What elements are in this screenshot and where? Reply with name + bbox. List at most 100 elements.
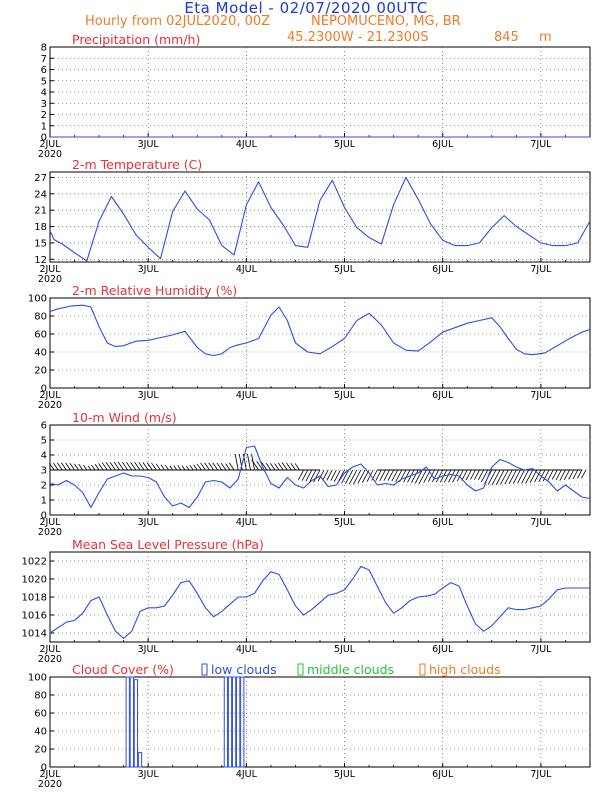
wind-barb: [431, 469, 439, 483]
wind-barb: [345, 469, 354, 484]
wind-barb: [572, 469, 579, 480]
y-tick-label: 1: [41, 121, 47, 132]
x-tick-label: 5JUL: [334, 390, 356, 401]
wind-barb: [403, 469, 411, 483]
wind-barb: [387, 469, 394, 481]
wind-barb: [474, 469, 480, 480]
y-tick-label: 5: [41, 436, 47, 447]
wind-barb: [395, 469, 403, 482]
x-tick-label: 7JUL: [530, 139, 552, 150]
wind-barb: [134, 461, 141, 471]
panel-rh: 0 20 40 60 80 100 2JUL2020 3JUL 4JUL 5JUL 6JUL 7JUL…: [28, 283, 591, 411]
wind-barb: [581, 469, 587, 479]
wind-barb: [234, 453, 239, 471]
wind-barb: [73, 463, 79, 471]
y-tick-label: 15: [34, 238, 47, 249]
x-tick-label: 7JUL: [530, 390, 552, 401]
cloud-bar: [240, 676, 245, 768]
x-tick-label: 3JUL: [138, 769, 160, 780]
wind-barb: [517, 469, 525, 484]
wind-barb: [204, 462, 210, 471]
x-tick-label: 3JUL: [138, 517, 160, 528]
y-tick-label: 2: [41, 110, 47, 121]
wind-barb: [443, 469, 452, 483]
panel-cloud: 0 20 40 60 80 100 2JUL2020 3JUL 4JUL 5JUL 6JUL 7JUL…: [28, 662, 591, 790]
x-tick-label: 4JUL: [236, 264, 258, 275]
wind-barb: [117, 461, 124, 471]
series-line: [49, 445, 591, 509]
wind-barb: [435, 469, 444, 483]
wind-barb: [189, 465, 194, 471]
wind-barb: [290, 463, 296, 471]
y-tick-label: 60: [34, 709, 47, 720]
x-tick-label: 2JUL: [39, 264, 61, 275]
wind-barb: [78, 463, 84, 471]
y-tick-label: 2: [41, 481, 47, 492]
x-tick-label: 2JUL: [39, 390, 61, 401]
wind-barb: [286, 462, 292, 471]
y-tick-label: 100: [28, 673, 47, 684]
x-tick-label: 6JUL: [432, 769, 454, 780]
wind-barb: [313, 469, 321, 483]
wind-barb: [185, 465, 190, 471]
x-year-label: 2020: [38, 779, 62, 790]
wind-barb: [357, 469, 366, 484]
wind-barb: [69, 463, 75, 471]
wind-barb: [83, 464, 88, 471]
wind-barb: [94, 463, 100, 471]
wind-barb: [551, 469, 558, 480]
panel-title: 2-m Relative Humidity (%): [72, 283, 237, 298]
wind-barb: [330, 469, 337, 481]
y-tick-label: 7: [41, 54, 47, 65]
y-tick-label: 80: [34, 312, 47, 323]
wind-barb: [375, 469, 382, 481]
x-year-label: 2020: [38, 527, 62, 538]
wind-barb: [470, 469, 476, 480]
wind-barb: [487, 469, 497, 485]
x-tick-label: 5JUL: [334, 769, 356, 780]
wind-barb: [169, 465, 174, 471]
wind-barb: [270, 463, 276, 471]
wind-barb: [121, 461, 129, 471]
wind-barb: [216, 462, 223, 471]
wind-barb: [278, 462, 284, 471]
legend-swatch: [201, 663, 208, 676]
wind-barbs: [49, 453, 587, 486]
x-tick-label: 4JUL: [236, 390, 258, 401]
wind-barb: [512, 469, 521, 484]
cloud-bar: [137, 752, 143, 768]
wind-barb: [53, 463, 59, 471]
wind-barb: [173, 465, 178, 471]
wind-barb: [461, 469, 468, 481]
cloud-bar: [227, 676, 233, 768]
wind-barb: [181, 465, 186, 471]
wind-barb: [529, 469, 538, 484]
wind-barb: [428, 469, 435, 482]
wind-barb: [200, 462, 206, 471]
y-tick-label: 6: [41, 65, 47, 76]
wind-barb: [146, 462, 153, 471]
x-tick-label: 5JUL: [334, 644, 356, 655]
x-tick-label: 5JUL: [334, 139, 356, 150]
wind-barb: [547, 469, 554, 481]
x-tick-label: 3JUL: [138, 390, 160, 401]
wind-barb: [165, 464, 169, 471]
wind-barb: [225, 463, 231, 471]
x-tick-label: 6JUL: [432, 139, 454, 150]
wind-barb: [193, 464, 198, 471]
wind-barb: [542, 469, 550, 482]
wind-barb: [495, 469, 505, 486]
x-tick-label: 2JUL: [39, 644, 61, 655]
wind-barb: [491, 469, 501, 486]
y-tick-label: 1018: [22, 593, 47, 604]
x-tick-label: 2JUL: [39, 769, 61, 780]
y-tick-label: 80: [34, 691, 47, 702]
panel-frame: [49, 676, 591, 768]
y-tick-label: 0: [41, 384, 47, 395]
wind-barb: [220, 463, 227, 471]
wind-barb: [294, 463, 300, 471]
wind-barb: [477, 469, 484, 481]
legend-item: middle clouds: [297, 662, 394, 677]
wind-barb: [247, 453, 251, 471]
x-tick-label: 6JUL: [432, 264, 454, 275]
